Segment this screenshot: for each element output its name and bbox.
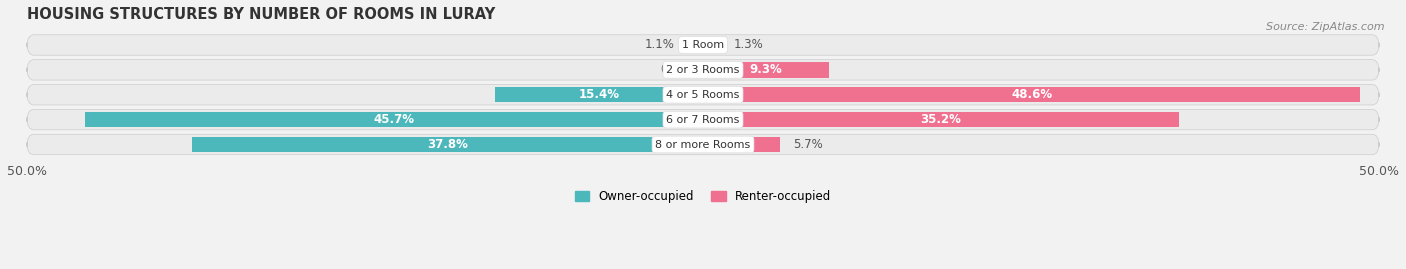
Text: 45.7%: 45.7% xyxy=(374,113,415,126)
Bar xyxy=(703,62,828,77)
FancyBboxPatch shape xyxy=(27,109,1379,130)
Text: 8 or more Rooms: 8 or more Rooms xyxy=(655,140,751,150)
Bar xyxy=(703,112,1180,127)
FancyBboxPatch shape xyxy=(27,134,1379,155)
Text: 48.6%: 48.6% xyxy=(1011,88,1052,101)
Text: 6 or 7 Rooms: 6 or 7 Rooms xyxy=(666,115,740,125)
Text: 4 or 5 Rooms: 4 or 5 Rooms xyxy=(666,90,740,100)
Text: 15.4%: 15.4% xyxy=(578,88,620,101)
Text: 1.1%: 1.1% xyxy=(645,38,675,51)
FancyBboxPatch shape xyxy=(27,60,1379,80)
Bar xyxy=(703,87,1360,102)
Legend: Owner-occupied, Renter-occupied: Owner-occupied, Renter-occupied xyxy=(569,185,837,208)
Text: 37.8%: 37.8% xyxy=(427,138,468,151)
Text: 1 Room: 1 Room xyxy=(682,40,724,50)
Bar xyxy=(495,87,703,102)
Text: Source: ZipAtlas.com: Source: ZipAtlas.com xyxy=(1267,22,1385,31)
Bar xyxy=(688,37,703,53)
FancyBboxPatch shape xyxy=(27,35,1379,55)
Text: HOUSING STRUCTURES BY NUMBER OF ROOMS IN LURAY: HOUSING STRUCTURES BY NUMBER OF ROOMS IN… xyxy=(27,7,495,22)
FancyBboxPatch shape xyxy=(27,84,1379,105)
Bar xyxy=(703,37,721,53)
Bar xyxy=(191,137,703,152)
Text: 35.2%: 35.2% xyxy=(921,113,962,126)
Text: 5.7%: 5.7% xyxy=(793,138,824,151)
Text: 1.3%: 1.3% xyxy=(734,38,763,51)
Text: 2 or 3 Rooms: 2 or 3 Rooms xyxy=(666,65,740,75)
Text: 9.3%: 9.3% xyxy=(749,63,782,76)
Text: 0.0%: 0.0% xyxy=(659,63,689,76)
Bar xyxy=(703,137,780,152)
Bar xyxy=(86,112,703,127)
